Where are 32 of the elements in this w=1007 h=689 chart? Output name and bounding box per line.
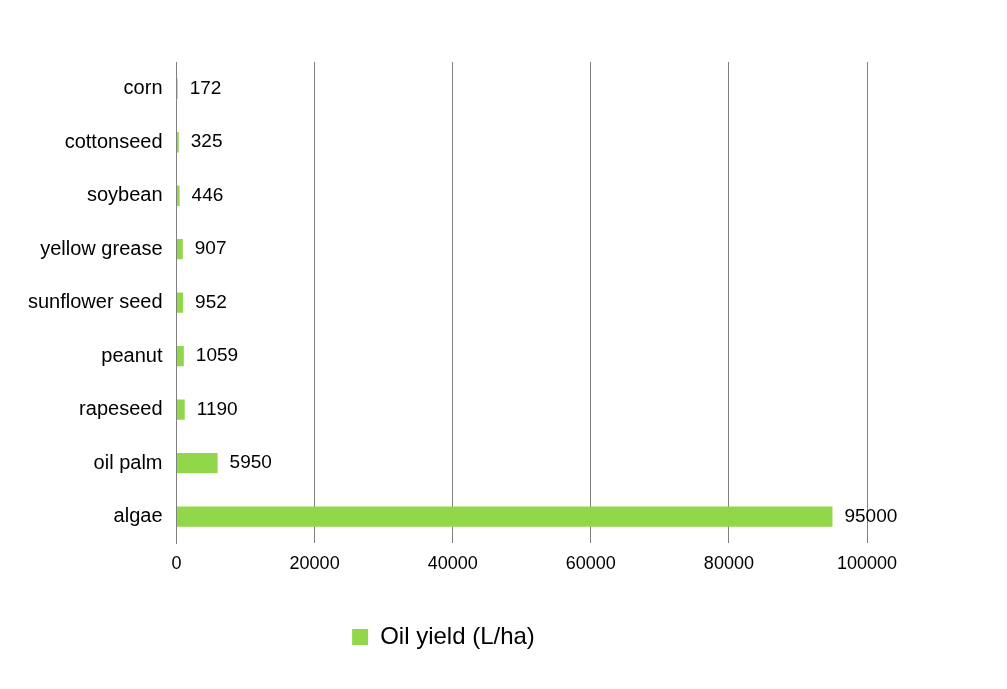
bar [177, 185, 180, 206]
bar [177, 453, 218, 474]
data-label: 446 [191, 183, 224, 205]
y-tick-label: peanut [101, 343, 163, 366]
x-tick-label: 40000 [427, 553, 478, 574]
x-tick-label: 60000 [565, 553, 616, 574]
bar [177, 399, 185, 420]
data-label: 95000 [844, 504, 898, 526]
x-tick-label: 20000 [289, 553, 340, 574]
x-tick-label: 0 [171, 553, 182, 574]
y-tick-label: rapeseed [79, 397, 163, 420]
y-tick-label: oil palm [93, 450, 163, 473]
y-tick-label: corn [123, 76, 163, 99]
x-tick-label: 80000 [703, 553, 754, 574]
y-tick-label: yellow grease [40, 236, 163, 259]
bar [177, 292, 184, 313]
data-label: 1059 [195, 344, 239, 366]
y-tick-label: cottonseed [64, 129, 163, 152]
legend-label: Oil yield (L/ha) [380, 621, 535, 649]
y-tick-label: sunflower seed [27, 290, 163, 313]
data-label: 172 [189, 76, 222, 98]
bar [177, 506, 833, 527]
x-tick-label: 100000 [836, 553, 898, 574]
data-label: 1190 [196, 397, 238, 419]
data-label: 325 [190, 130, 223, 152]
y-tick-label: soybean [86, 183, 163, 206]
bar [177, 346, 184, 367]
data-label: 952 [195, 290, 227, 312]
bar [177, 239, 183, 260]
data-label: 907 [194, 237, 227, 259]
y-tick-label: algae [113, 504, 163, 527]
data-label: 5950 [229, 451, 272, 473]
